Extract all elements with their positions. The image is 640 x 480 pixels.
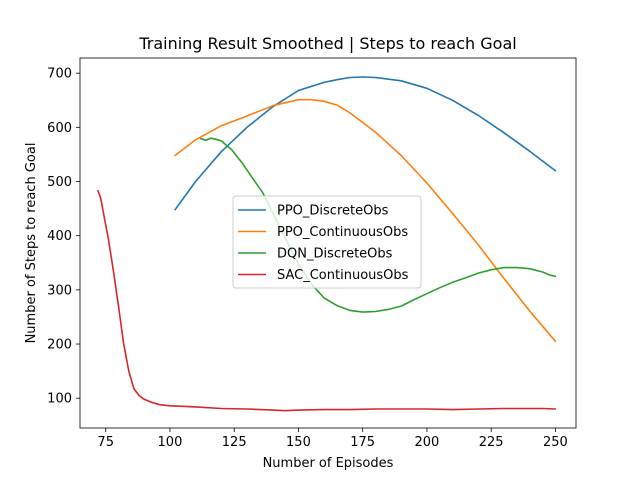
legend-label: PPO_DiscreteObs: [277, 204, 389, 219]
x-tick-label: 100: [158, 435, 183, 450]
legend-label: PPO_ContinuousObs: [277, 225, 408, 240]
y-tick-label: 700: [47, 67, 72, 82]
y-axis-label: Number of Steps to reach Goal: [24, 143, 39, 344]
legend-box: [232, 195, 422, 289]
y-tick-label: 400: [47, 229, 72, 244]
legend-label: DQN_DiscreteObs: [277, 247, 393, 262]
y-tick-label: 100: [47, 392, 72, 407]
y-axis: 100 200 300 400 500 600 700: [47, 67, 80, 407]
y-tick-label: 600: [47, 121, 72, 136]
x-axis: 75 100 125 150 175 200 225 250: [97, 428, 568, 450]
y-tick-label: 500: [47, 175, 72, 190]
x-tick-label: 250: [543, 435, 568, 450]
series-line-DQN_DiscreteObs: [200, 137, 557, 313]
y-tick-label: 200: [47, 338, 72, 353]
x-tick-label: 75: [97, 435, 114, 450]
legend: PPO_DiscreteObs PPO_ContinuousObs DQN_Disc…: [232, 195, 422, 289]
legend-label: SAC_ContinuousObs: [277, 268, 409, 283]
chart-title: Training Result Smoothed | Steps to reac…: [138, 34, 516, 53]
series-layer: [97, 76, 557, 412]
series-line-PPO_DiscreteObs: [174, 76, 557, 211]
x-axis-label: Number of Episodes: [263, 456, 394, 471]
plot-frame: [79, 57, 577, 429]
y-tick-label: 300: [47, 283, 72, 298]
x-tick-label: 200: [415, 435, 440, 450]
x-tick-label: 225: [479, 435, 504, 450]
x-tick-label: 150: [286, 435, 311, 450]
x-tick-label: 175: [350, 435, 375, 450]
series-line-PPO_ContinuousObs: [174, 98, 557, 343]
x-tick-label: 125: [222, 435, 247, 450]
series-line-SAC_ContinuousObs: [97, 189, 557, 412]
